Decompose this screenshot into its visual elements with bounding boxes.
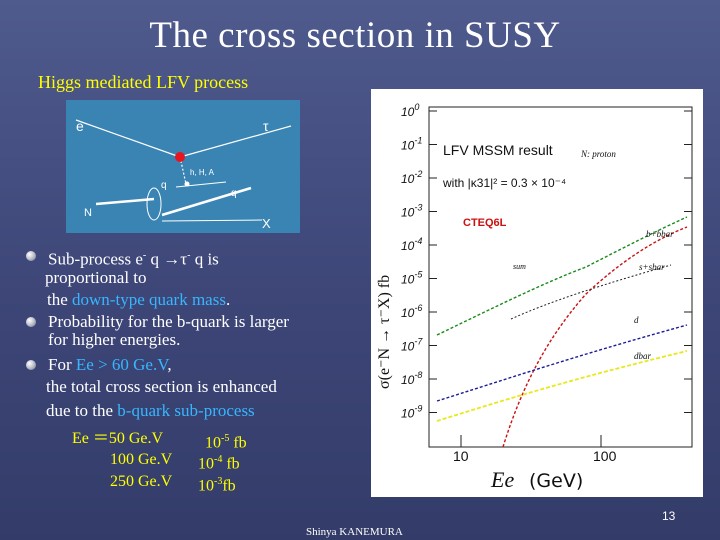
cs-value-1: 10-5 fb <box>205 433 247 452</box>
label-q-left: q <box>161 180 167 191</box>
footer-author: Shinya KANEMURA <box>306 526 403 538</box>
feynman-diagram: e τ h, H, A q q N X <box>66 100 300 233</box>
x-axis-label: Ee <box>490 467 514 492</box>
pdf-label: CTEQ6L <box>463 217 507 229</box>
cs-energy-3: 250 Ge.V <box>110 473 173 490</box>
legend-coupling: with |κ31|² = 0.3 × 10⁻⁴ <box>442 176 566 190</box>
bullet-icon <box>26 360 36 370</box>
curve-dbar <box>436 350 688 422</box>
cs-energy-1: Ee ＝50 Ge.V <box>72 430 164 447</box>
curve-b <box>502 226 688 448</box>
bullet-2: Probability for the b-quark is larger fo… <box>48 312 289 349</box>
legend-target: N: proton <box>580 149 616 159</box>
x-tick-label: 10 <box>453 448 469 464</box>
label-tau: τ <box>263 118 269 134</box>
y-tick-label: 10-4 <box>401 236 422 253</box>
bullet-3: For Ee > 60 Ge.V, the total cross sectio… <box>46 355 277 420</box>
y-tick-label: 100 <box>401 102 419 119</box>
curve-d <box>436 324 688 402</box>
curve-sum <box>436 216 688 336</box>
y-tick-label: 10-3 <box>401 203 422 220</box>
y-tick-label: 10-2 <box>401 169 422 186</box>
label-N: N <box>84 207 92 219</box>
bullet-icon <box>26 251 36 261</box>
curve-label-d: d <box>634 315 639 325</box>
curve-label-b: b+bbar <box>646 229 674 239</box>
cs-energy-2: 100 Ge.V <box>110 451 173 468</box>
cross-section-plot: 100 10-1 10-2 10-3 10-4 10-5 10-6 10-7 10-8 10-9 … <box>371 89 703 497</box>
y-tick-label: 10-9 <box>401 404 422 421</box>
label-higgs: h, H, A <box>190 168 215 177</box>
page-number: 13 <box>662 509 676 523</box>
bullet-1: Sub-process e- q →τ- q is proportional t… <box>45 249 231 309</box>
curve-s <box>510 264 672 320</box>
cs-value-2: 10-4 fb <box>198 454 240 473</box>
label-X: X <box>262 216 271 231</box>
y-tick-label: 10-5 <box>401 270 423 287</box>
label-q-right: q <box>231 188 237 199</box>
highlight-energy: Ee > 60 Ge.V <box>75 355 168 374</box>
label-e: e <box>76 118 84 134</box>
slide-title: The cross section in SUSY <box>149 15 561 56</box>
curve-label-sum: sum <box>513 262 526 271</box>
curve-label-s: s+sbar <box>639 262 665 272</box>
cs-value-3: 10-3fb <box>198 476 236 495</box>
x-tick-label: 100 <box>593 448 617 464</box>
x-axis-unit: (GeV) <box>529 470 583 492</box>
y-tick-label: 10-7 <box>401 337 423 354</box>
curve-label-dbar: dbar <box>634 351 652 361</box>
y-axis-label: σ(e⁻N → τ⁻X) fb <box>376 275 393 389</box>
y-tick-label: 10-6 <box>401 303 422 320</box>
bullet-icon <box>26 317 36 327</box>
highlight-down-type: down-type quark mass <box>72 289 226 309</box>
highlight-b-quark: b-quark sub-process <box>117 401 255 420</box>
y-tick-label: 10-8 <box>401 370 422 387</box>
legend-title: LFV MSSM result <box>443 142 553 158</box>
y-tick-label: 10-1 <box>401 136 422 153</box>
slide-subtitle: Higgs mediated LFV process <box>38 72 249 92</box>
